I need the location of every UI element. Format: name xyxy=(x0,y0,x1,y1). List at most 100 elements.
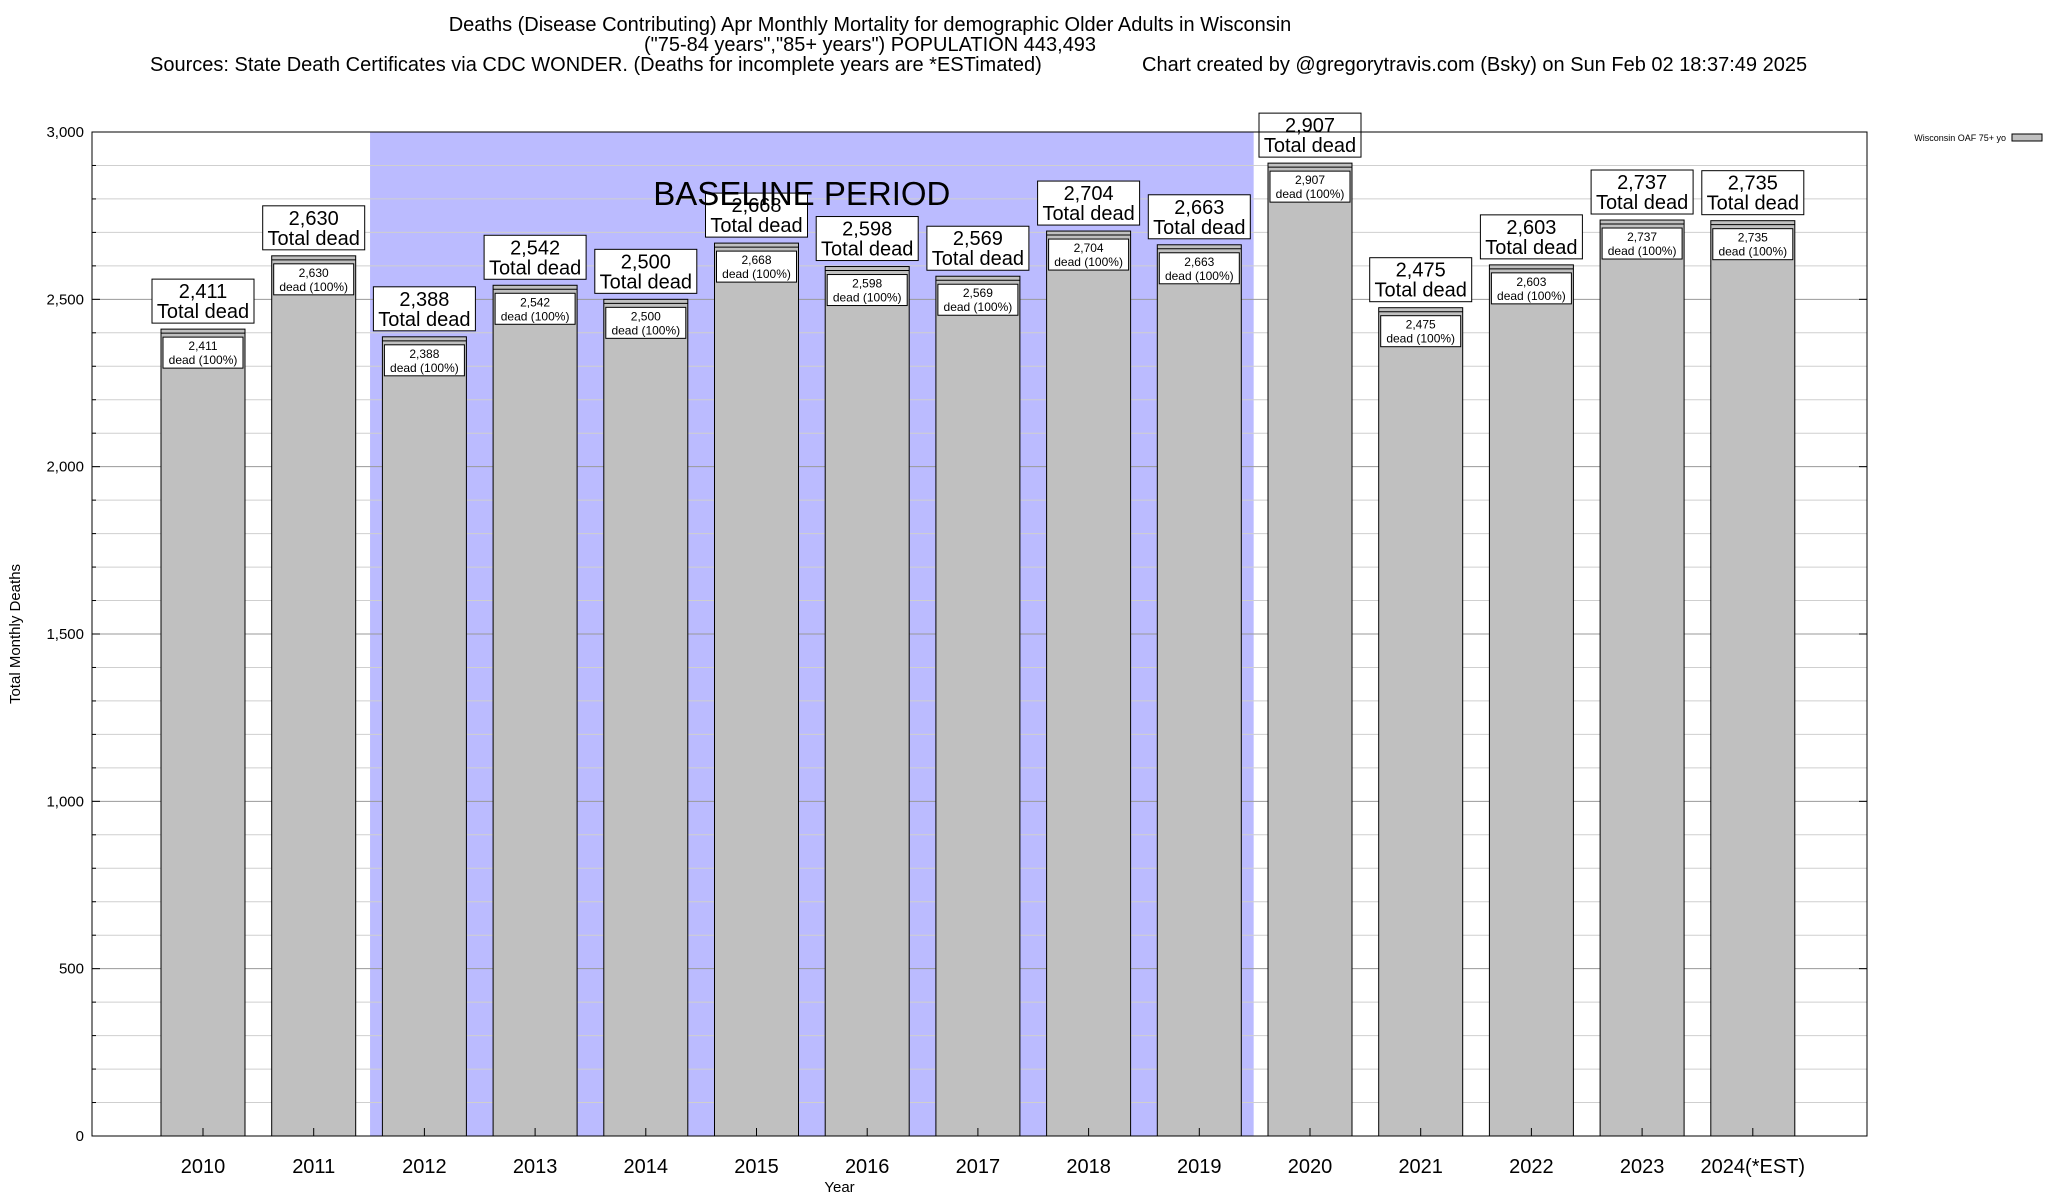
chart-credit: Chart created by @gregorytravis.com (Bsk… xyxy=(1142,54,1808,76)
inner-label-box xyxy=(1601,227,1683,260)
baseline-period-label: BASELINE PERIOD xyxy=(653,175,950,212)
bar-2019 xyxy=(1156,244,1242,1137)
x-tick-label: 2020 xyxy=(1288,1156,1333,1178)
x-tick-label: 2013 xyxy=(513,1156,558,1178)
y-tick-label: 1,500 xyxy=(46,626,84,643)
total-dead-label: Total dead xyxy=(489,257,581,279)
total-label-box xyxy=(705,192,808,238)
total-dead-label: Total dead xyxy=(268,228,360,250)
total-dead-label: Total dead xyxy=(1596,192,1688,214)
total-label-box xyxy=(1258,112,1362,158)
inner-value-label: 2,704 xyxy=(1074,241,1104,255)
x-tick-label: 2016 xyxy=(845,1156,890,1178)
total-dead-label: Total dead xyxy=(378,309,470,331)
inner-percent-label: dead (100%) xyxy=(169,353,238,367)
inner-percent-label: dead (100%) xyxy=(944,300,1013,314)
y-tick-label: 0 xyxy=(76,1128,84,1145)
inner-value-label: 2,598 xyxy=(852,277,882,291)
bar-2017 xyxy=(935,275,1021,1137)
bar-2010 xyxy=(160,328,246,1137)
total-value-label: 2,411 xyxy=(179,281,228,303)
total-dead-label: Total dead xyxy=(1707,193,1799,215)
total-dead-label: Total dead xyxy=(821,239,913,261)
bar-2016 xyxy=(824,266,910,1137)
inner-value-label: 2,668 xyxy=(741,253,771,267)
total-value-label: 2,569 xyxy=(953,228,1003,250)
total-value-label: 2,735 xyxy=(1728,173,1778,195)
total-label-box xyxy=(594,248,698,294)
total-dead-label: Total dead xyxy=(932,248,1024,270)
inner-label-box xyxy=(937,283,1019,316)
inner-label-box xyxy=(494,292,576,325)
inner-percent-label: dead (100%) xyxy=(1497,289,1566,303)
inner-value-label: 2,500 xyxy=(631,309,661,323)
legend: Wisconsin OAF 75+ yo xyxy=(1914,133,2043,143)
total-value-label: 2,603 xyxy=(1506,217,1556,239)
legend-label: Wisconsin OAF 75+ yo xyxy=(1914,133,2006,143)
inner-label-box xyxy=(1269,170,1351,203)
total-value-label: 2,737 xyxy=(1617,172,1667,194)
total-value-label: 2,388 xyxy=(399,289,449,311)
inner-percent-label: dead (100%) xyxy=(279,280,348,294)
x-tick-label: 2024(*EST) xyxy=(1701,1156,1806,1178)
inner-label-box xyxy=(826,274,908,307)
total-label-box xyxy=(1701,170,1805,216)
bar-2013 xyxy=(492,284,578,1137)
x-tick-label: 2012 xyxy=(402,1156,447,1178)
x-tick-label: 2021 xyxy=(1398,1156,1443,1178)
inner-value-label: 2,542 xyxy=(520,295,550,309)
total-value-label: 2,704 xyxy=(1064,183,1114,205)
inner-percent-label: dead (100%) xyxy=(1165,269,1234,283)
total-label-box xyxy=(1479,214,1583,260)
total-value-label: 2,663 xyxy=(1174,197,1224,219)
y-axis-label: Total Monthly Deaths xyxy=(7,564,24,704)
total-label-box xyxy=(1590,169,1694,215)
x-tick-label: 2014 xyxy=(624,1156,669,1178)
inner-percent-label: dead (100%) xyxy=(1386,332,1455,346)
inner-value-label: 2,907 xyxy=(1295,173,1325,187)
total-dead-label: Total dead xyxy=(1042,203,1134,225)
total-label-box xyxy=(1037,180,1141,226)
axis-layer: 0 500 1,000 1,500 2,000 2,500 3,000 2010 2011 201… xyxy=(46,124,1867,1178)
x-tick-label: 2017 xyxy=(956,1156,1001,1178)
total-dead-label: Total dead xyxy=(1485,237,1577,259)
inner-percent-label: dead (100%) xyxy=(611,323,680,337)
total-value-label: 2,500 xyxy=(621,251,671,273)
chart-title: Deaths (Disease Contributing) Apr Monthl… xyxy=(448,14,1292,36)
total-label-box xyxy=(1147,194,1251,240)
chart-subtitle: ("75-84 years","85+ years") POPULATION 4… xyxy=(643,34,1097,56)
total-label-box xyxy=(815,216,919,262)
inner-label-box xyxy=(1048,238,1130,271)
total-dead-label: Total dead xyxy=(157,301,249,323)
x-tick-label: 2011 xyxy=(292,1156,335,1178)
inner-label-box xyxy=(1158,252,1240,285)
bar-2018 xyxy=(1046,230,1132,1137)
y-tick-label: 3,000 xyxy=(46,124,84,141)
inner-value-label: 2,735 xyxy=(1738,231,1768,245)
inner-label-box xyxy=(1490,272,1572,305)
y-tick-label: 1,000 xyxy=(46,793,84,810)
x-tick-label: 2018 xyxy=(1066,1156,1111,1178)
total-label-box xyxy=(926,225,1030,271)
inner-percent-label: dead (100%) xyxy=(1276,187,1345,201)
inner-percent-label: dead (100%) xyxy=(501,309,570,323)
legend-swatch xyxy=(2011,133,2043,142)
bar-2015 xyxy=(714,242,799,1137)
bar-2021 xyxy=(1378,307,1464,1137)
total-label-box xyxy=(483,234,587,280)
total-value-label: 2,630 xyxy=(289,208,339,230)
inner-label-box xyxy=(273,263,355,296)
total-dead-label: Total dead xyxy=(1264,135,1356,157)
inner-percent-label: dead (100%) xyxy=(390,361,459,375)
total-value-label: 2,598 xyxy=(842,219,892,241)
total-value-label: 2,475 xyxy=(1396,260,1446,282)
bar-2011 xyxy=(271,255,357,1137)
inner-label-box xyxy=(716,250,797,283)
inner-label-box xyxy=(1380,315,1462,348)
inner-percent-label: dead (100%) xyxy=(722,267,791,281)
total-label-box xyxy=(1369,257,1473,303)
chart-sources: Sources: State Death Certificates via CD… xyxy=(150,54,1042,76)
bar-2012 xyxy=(381,336,467,1137)
